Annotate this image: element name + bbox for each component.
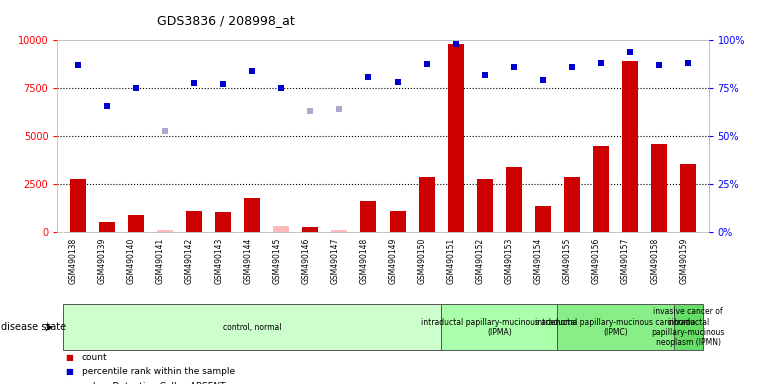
Text: GSM490152: GSM490152 xyxy=(476,238,485,284)
Bar xyxy=(215,212,231,232)
Text: GSM490156: GSM490156 xyxy=(592,238,601,285)
Bar xyxy=(418,177,434,232)
Text: GSM490148: GSM490148 xyxy=(359,238,368,284)
Text: GSM490140: GSM490140 xyxy=(127,238,136,285)
Text: GSM490158: GSM490158 xyxy=(650,238,659,284)
Bar xyxy=(506,167,522,232)
Text: disease state: disease state xyxy=(1,322,66,333)
Text: invasive cancer of
intraductal
papillary-mucinous
neoplasm (IPMN): invasive cancer of intraductal papillary… xyxy=(652,307,725,348)
Text: GSM490144: GSM490144 xyxy=(243,238,252,285)
Text: GSM490154: GSM490154 xyxy=(534,238,543,285)
Bar xyxy=(622,61,638,232)
Bar xyxy=(447,44,463,232)
Bar xyxy=(99,222,115,232)
Bar xyxy=(244,198,260,232)
Text: GSM490149: GSM490149 xyxy=(388,238,398,285)
Text: GSM490147: GSM490147 xyxy=(330,238,339,285)
Text: GSM490141: GSM490141 xyxy=(156,238,165,284)
Bar xyxy=(390,211,405,232)
Text: GSM490151: GSM490151 xyxy=(447,238,456,284)
Bar xyxy=(186,211,202,232)
Text: GSM490153: GSM490153 xyxy=(505,238,514,285)
Bar xyxy=(273,226,290,232)
Bar xyxy=(564,177,580,232)
Text: count: count xyxy=(82,353,107,362)
Text: ■: ■ xyxy=(65,353,73,362)
Text: GSM490138: GSM490138 xyxy=(69,238,78,284)
Bar xyxy=(303,227,319,232)
Text: GSM490150: GSM490150 xyxy=(417,238,427,285)
Text: ■: ■ xyxy=(65,382,73,384)
Text: GSM490139: GSM490139 xyxy=(98,238,107,285)
Bar xyxy=(128,215,144,232)
Text: GSM490159: GSM490159 xyxy=(679,238,688,285)
Text: GSM490145: GSM490145 xyxy=(272,238,281,285)
Text: control, normal: control, normal xyxy=(223,323,281,332)
Bar xyxy=(476,179,493,232)
Text: intraductal papillary-mucinous adenoma
(IPMA): intraductal papillary-mucinous adenoma (… xyxy=(421,318,578,337)
Text: GSM490143: GSM490143 xyxy=(214,238,223,285)
Text: GDS3836 / 208998_at: GDS3836 / 208998_at xyxy=(157,14,295,27)
Text: GSM490146: GSM490146 xyxy=(301,238,310,285)
Text: intraductal papillary-mucinous carcinoma
(IPMC): intraductal papillary-mucinous carcinoma… xyxy=(535,318,696,337)
Text: GSM490157: GSM490157 xyxy=(621,238,630,285)
Text: GSM490142: GSM490142 xyxy=(185,238,194,284)
Bar xyxy=(441,304,558,350)
Bar xyxy=(680,164,696,232)
Bar xyxy=(64,304,441,350)
Bar xyxy=(535,207,551,232)
Bar xyxy=(332,230,348,232)
Bar xyxy=(70,179,86,232)
Bar xyxy=(651,144,667,232)
Text: value, Detection Call = ABSENT: value, Detection Call = ABSENT xyxy=(82,382,225,384)
Bar xyxy=(157,230,173,232)
Bar xyxy=(673,304,702,350)
Bar xyxy=(558,304,673,350)
Bar xyxy=(361,200,376,232)
Text: GSM490155: GSM490155 xyxy=(563,238,572,285)
Text: ■: ■ xyxy=(65,367,73,376)
Bar xyxy=(593,146,609,232)
Text: percentile rank within the sample: percentile rank within the sample xyxy=(82,367,235,376)
